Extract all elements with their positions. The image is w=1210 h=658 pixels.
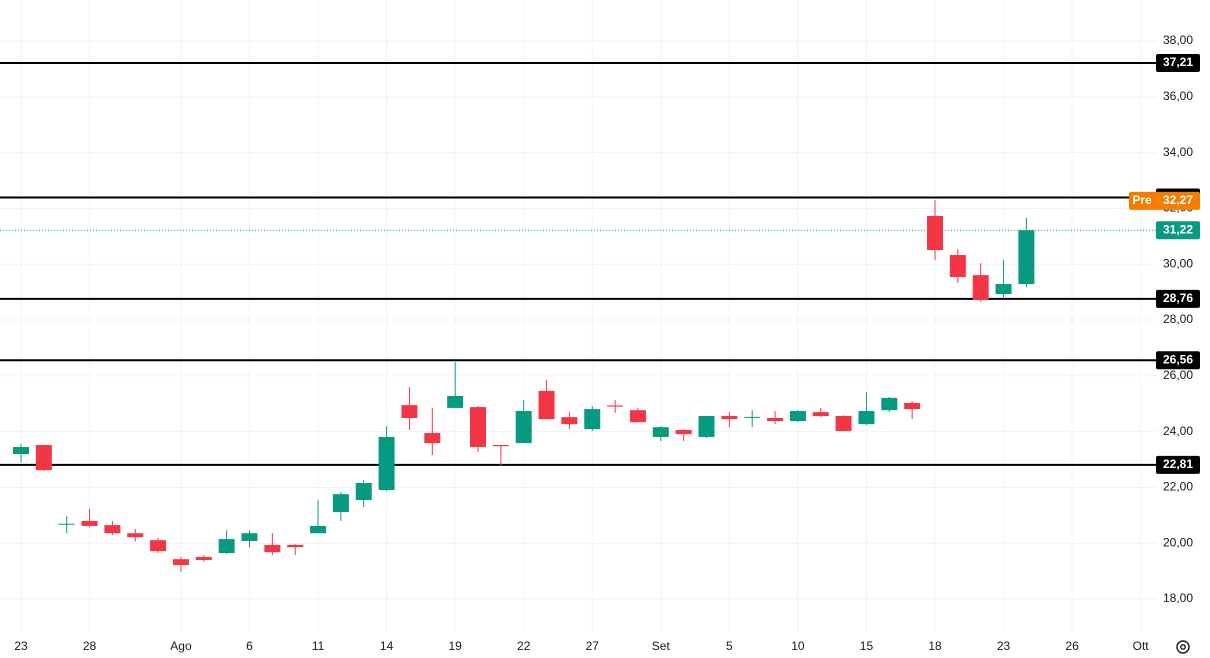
premarket-tag [1129, 191, 1200, 210]
x-tick-label: 26 [1065, 639, 1079, 653]
candle-body [127, 533, 144, 538]
x-tick-label: 11 [312, 639, 325, 653]
candle-body [13, 447, 29, 454]
candle-body [104, 525, 121, 534]
candle-body [1018, 230, 1035, 285]
y-tick-label: 20,00 [1163, 535, 1193, 549]
levels-layer [0, 62, 1156, 466]
level-label: 37,21 [1163, 55, 1193, 69]
candle-body [195, 556, 212, 561]
y-tick-label: 30,00 [1163, 256, 1193, 270]
candle-body [515, 411, 532, 444]
level-label: 26,56 [1163, 352, 1193, 366]
candle-body [584, 409, 601, 430]
x-tick-label: 22 [517, 639, 531, 653]
last-price-label: 31,22 [1163, 222, 1193, 236]
y-tick-label: 28,00 [1163, 312, 1193, 326]
x-tick-label: 14 [380, 639, 394, 653]
candle-body [835, 416, 852, 432]
candle-body [264, 544, 281, 553]
x-tick-label: 15 [860, 639, 874, 653]
candle-body [904, 402, 921, 410]
candle-body [812, 412, 829, 417]
candle-body [721, 416, 738, 420]
candle-body [492, 445, 509, 447]
price-axis-bg [1156, 0, 1210, 632]
candle-body [332, 494, 349, 513]
candle-body [218, 539, 235, 554]
x-tick-label: Ott [1133, 639, 1150, 653]
y-tick-label: 24,00 [1163, 424, 1193, 438]
y-tick-label: 36,00 [1163, 89, 1193, 103]
candle-body [675, 429, 692, 435]
grid-layer [0, 0, 1156, 632]
settings-icon[interactable] [1176, 640, 1190, 654]
x-tick-label: 23 [997, 639, 1011, 653]
x-tick-label: 19 [448, 639, 462, 653]
y-tick-label: 22,00 [1163, 480, 1193, 494]
candle-body [607, 405, 624, 407]
level-tag [1156, 54, 1200, 73]
candle-body [58, 523, 75, 525]
premarket-name: Pre [1132, 193, 1152, 207]
axis-layer: 18,0020,0022,0024,0026,0028,0030,0032,00… [14, 33, 1193, 653]
x-tick-label: 23 [14, 639, 28, 653]
x-tick-label: Ago [170, 639, 192, 653]
candle-body [652, 427, 669, 437]
x-tick-label: 5 [726, 639, 733, 653]
level-tag [1156, 289, 1200, 308]
x-tick-label: 10 [791, 639, 805, 653]
candle-body [629, 410, 646, 423]
x-tick-label: 27 [586, 639, 600, 653]
last-price-tag [1156, 221, 1200, 240]
x-tick-label: 6 [246, 639, 253, 653]
candle-body [561, 417, 578, 425]
candle-body [698, 416, 715, 437]
candle-body [447, 395, 464, 408]
candle-body [355, 482, 372, 501]
premarket-label: 32,27 [1163, 193, 1193, 207]
candle-body [150, 540, 167, 552]
y-tick-label: 18,00 [1163, 591, 1193, 605]
y-tick-label: 38,00 [1163, 33, 1193, 47]
candle-body [927, 215, 943, 251]
candle-body [310, 525, 327, 534]
candle-body [767, 417, 784, 422]
x-tick-label: Set [652, 639, 671, 653]
candle-body [744, 416, 761, 418]
x-tick-label: 28 [83, 639, 97, 653]
candle-body [241, 533, 258, 542]
candle-body [538, 390, 555, 420]
candles-layer [13, 200, 1035, 573]
candle-body [949, 255, 966, 278]
candle-body [470, 407, 486, 448]
candle-body [881, 397, 898, 411]
level-tag [1156, 351, 1200, 370]
candle-body [972, 275, 989, 300]
candle-body [858, 411, 875, 425]
level-tag [1156, 455, 1200, 474]
y-tick-label: 26,00 [1163, 368, 1193, 382]
y-tick-label: 34,00 [1163, 145, 1193, 159]
candle-body [789, 411, 806, 422]
candle-body [81, 520, 98, 526]
level-label: 28,76 [1163, 291, 1193, 305]
candle-body [378, 436, 395, 490]
level-label: 22,81 [1163, 457, 1193, 471]
candle-body [424, 433, 441, 444]
candle-body [287, 544, 304, 548]
x-tick-label: 18 [928, 639, 942, 653]
candle-body [995, 284, 1012, 295]
candle-body [401, 405, 418, 418]
candle-body [35, 445, 52, 471]
candle-body [172, 559, 189, 566]
